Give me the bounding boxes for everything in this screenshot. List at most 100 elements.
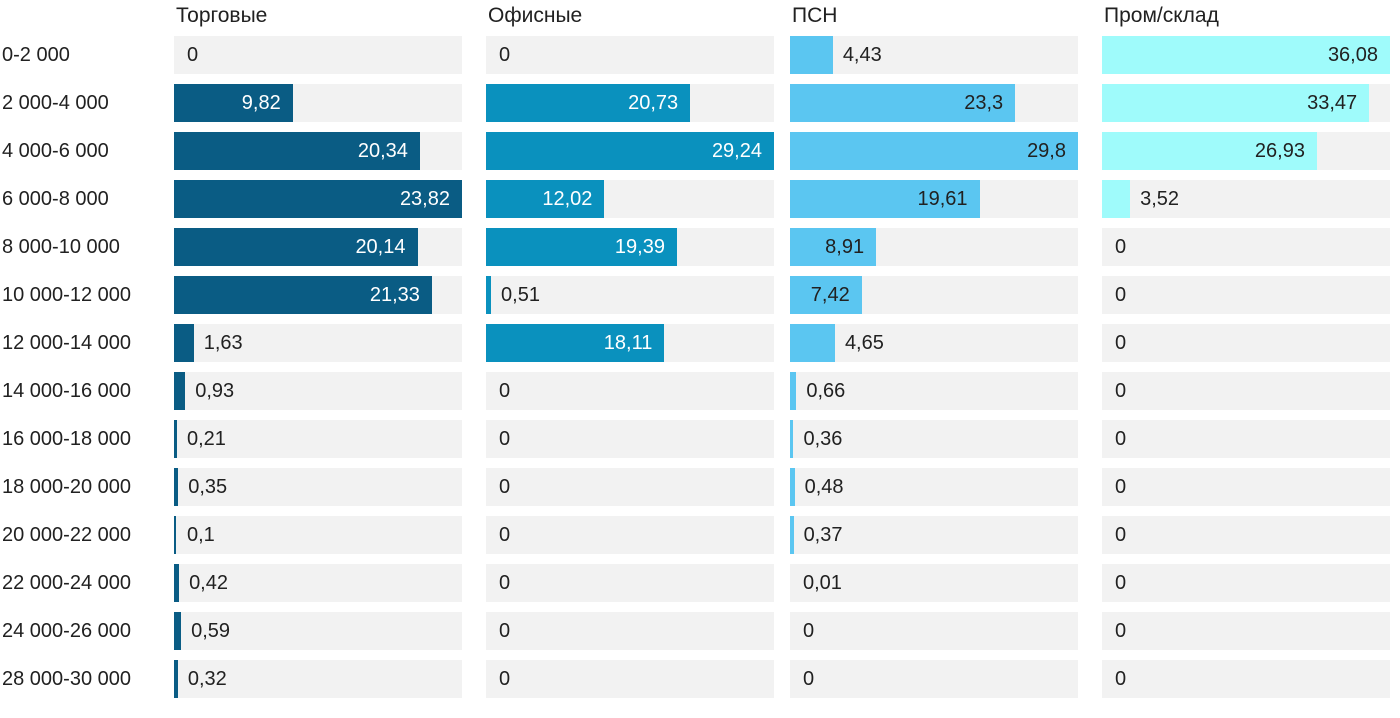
bar-track: 0,01	[790, 564, 1078, 602]
bar-track: 0	[1102, 660, 1390, 698]
bar[interactable]	[790, 36, 833, 74]
row-label: 22 000-24 000	[2, 572, 132, 594]
row-label: 14 000-16 000	[2, 380, 132, 402]
value-label: 0,48	[804, 476, 844, 498]
bar[interactable]	[790, 468, 795, 506]
value-label: 0,59	[191, 620, 231, 642]
bar[interactable]	[174, 420, 177, 458]
value-label: 4,65	[844, 332, 884, 354]
bar[interactable]	[174, 276, 432, 314]
value-label: 0	[1115, 332, 1127, 354]
row-label: 24 000-26 000	[2, 620, 132, 642]
bar-track: 29,8	[790, 132, 1078, 170]
value-label: 0	[187, 44, 199, 66]
bar[interactable]	[174, 468, 179, 506]
bar-track: 0	[1102, 564, 1390, 602]
value-label: 1,63	[203, 332, 243, 354]
bar-track: 0	[1102, 324, 1390, 362]
value-label: 18,11	[603, 332, 653, 354]
bar[interactable]	[1102, 132, 1317, 170]
bar[interactable]	[174, 660, 178, 698]
value-label: 0,51	[501, 284, 540, 306]
bar-track: 0	[486, 564, 774, 602]
bar[interactable]	[486, 324, 665, 362]
row-label: 28 000-30 000	[2, 668, 132, 690]
row-label: 12 000-14 000	[2, 332, 132, 354]
row-label: 8 000-10 000	[2, 236, 120, 258]
bar-track: 0,51	[486, 276, 774, 314]
value-label: 0,21	[187, 428, 226, 450]
bar-track: 0,48	[790, 468, 1078, 506]
bar-track: 8,91	[790, 228, 1078, 266]
bar[interactable]	[1102, 36, 1390, 74]
bar-track: 0	[486, 660, 774, 698]
value-label: 23,82	[399, 188, 450, 210]
bar-track: 0	[790, 660, 1078, 698]
column-header-psn: ПСН	[792, 4, 838, 27]
bar-track: 0,1	[174, 516, 462, 554]
bar[interactable]	[174, 228, 418, 266]
value-label: 12,02	[542, 188, 593, 210]
value-label: 0	[499, 44, 511, 66]
bar[interactable]	[486, 228, 677, 266]
value-label: 33,47	[1307, 92, 1358, 114]
bar-track: 19,39	[486, 228, 774, 266]
bar[interactable]	[174, 180, 462, 218]
bar-track: 0	[486, 372, 774, 410]
bar[interactable]	[790, 372, 797, 410]
row-label: 6 000-8 000	[2, 188, 109, 210]
bar[interactable]	[790, 84, 1016, 122]
value-label: 0,36	[803, 428, 843, 450]
bar[interactable]	[174, 612, 182, 650]
value-label: 0	[499, 428, 511, 450]
value-label: 20,14	[355, 236, 406, 258]
bar[interactable]	[1102, 84, 1370, 122]
bar[interactable]	[790, 180, 980, 218]
bar[interactable]	[790, 420, 794, 458]
bar-track: 4,43	[790, 36, 1078, 74]
bar-track: 0,36	[790, 420, 1078, 458]
bar[interactable]	[790, 132, 1078, 170]
value-label: 0	[499, 524, 511, 546]
value-label: 0,93	[195, 380, 235, 402]
value-label: 19,61	[917, 188, 968, 210]
bar-track: 23,3	[790, 84, 1078, 122]
value-label: 0	[499, 668, 511, 690]
bar-track: 0,59	[174, 612, 462, 650]
bar-track: 20,73	[486, 84, 774, 122]
row-label: 0-2 000	[2, 44, 70, 66]
bar[interactable]	[174, 372, 186, 410]
bar-track: 0	[1102, 612, 1390, 650]
bar[interactable]	[486, 276, 492, 314]
bar-track: 7,42	[790, 276, 1078, 314]
bar-track: 0	[486, 36, 774, 74]
value-label: 0,42	[189, 572, 228, 594]
bar-track: 33,47	[1102, 84, 1390, 122]
bar[interactable]	[174, 132, 420, 170]
bar[interactable]	[790, 276, 862, 314]
value-label: 0	[499, 380, 511, 402]
row-label: 10 000-12 000	[2, 284, 132, 306]
bar[interactable]	[790, 228, 877, 266]
bar-track: 0	[174, 36, 462, 74]
bar[interactable]	[174, 84, 293, 122]
bar[interactable]	[174, 564, 180, 602]
bar[interactable]	[790, 324, 835, 362]
value-label: 0	[803, 620, 815, 642]
bar-track: 20,14	[174, 228, 462, 266]
bar[interactable]	[174, 516, 176, 554]
row-label: 20 000-22 000	[2, 524, 132, 546]
bar-track: 0	[1102, 420, 1390, 458]
bar[interactable]	[486, 84, 691, 122]
bar[interactable]	[174, 324, 194, 362]
bar[interactable]	[1102, 180, 1131, 218]
value-label: 4,43	[842, 44, 882, 66]
bar[interactable]	[790, 516, 794, 554]
value-label: 0	[1115, 380, 1127, 402]
bar[interactable]	[486, 180, 605, 218]
value-label: 0	[1115, 572, 1127, 594]
bar-track: 0,42	[174, 564, 462, 602]
bar-track: 0	[790, 612, 1078, 650]
bar[interactable]	[486, 132, 774, 170]
value-label: 36,08	[1327, 44, 1378, 66]
